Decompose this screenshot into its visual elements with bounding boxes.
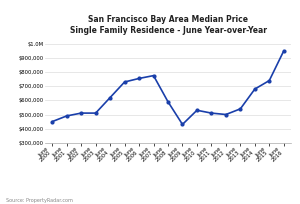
Title: San Francisco Bay Area Median Price
Single Family Residence - June Year-over-Yea: San Francisco Bay Area Median Price Sing…	[70, 15, 266, 34]
Text: Source: PropertyRadar.com: Source: PropertyRadar.com	[6, 198, 73, 203]
